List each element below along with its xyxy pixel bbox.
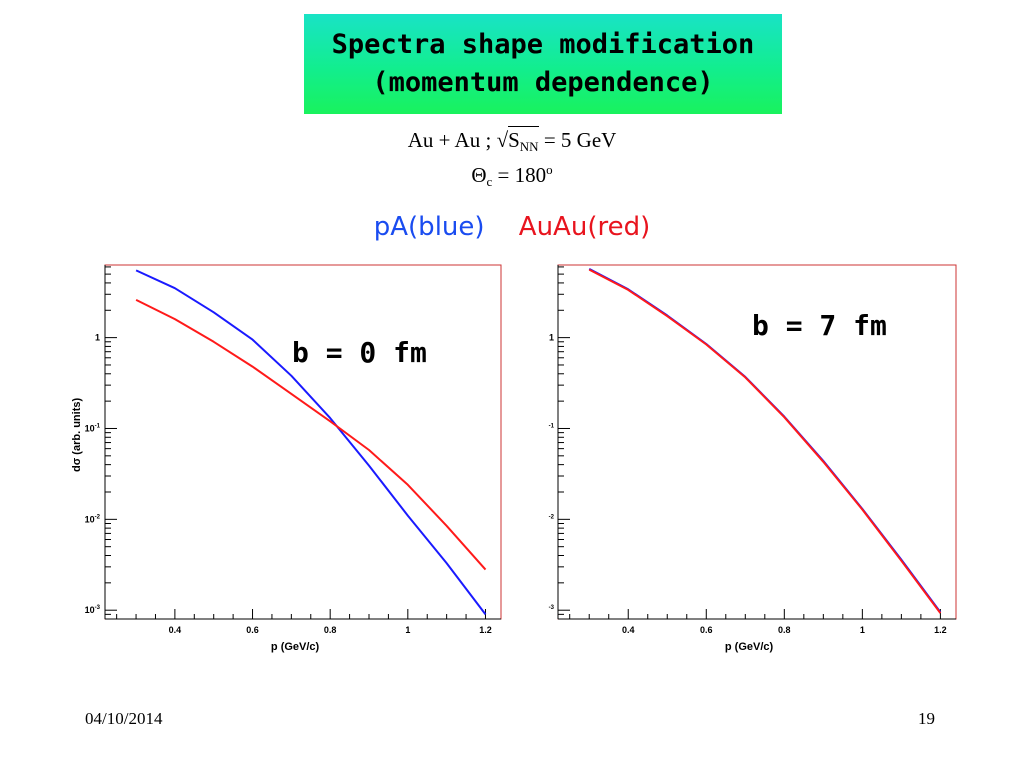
y-tick-label: 1 <box>549 333 554 343</box>
formula-separator: ; <box>485 128 492 152</box>
y-tick-label: 1 <box>95 333 100 343</box>
x-tick-label: 0.6 <box>246 625 259 635</box>
y-tick-label: 10-3 <box>85 605 101 615</box>
impact-parameter-label: b = 7 fm <box>752 309 887 342</box>
formula-sqrt-body: SNN <box>508 126 539 154</box>
formula-angle-superscript: o <box>546 162 553 177</box>
y-tick-label: -1 <box>549 423 555 429</box>
x-tick-label: 1 <box>405 625 410 635</box>
x-axis-label: p (GeV/c) <box>725 641 774 653</box>
formula-s: S <box>508 128 520 152</box>
series-line-auau <box>588 268 942 614</box>
x-tick-label: 0.8 <box>324 625 337 635</box>
formula-collision: Au + Au ; √SNN = 5 GeV <box>0 126 1024 155</box>
slide-title-line-1: Spectra shape modification <box>331 29 755 60</box>
series-line-auau <box>135 299 487 571</box>
slide-title-line-2: (momentum dependence) <box>372 67 714 98</box>
formula-au: Au <box>407 128 434 152</box>
x-tick-label: 0.4 <box>169 625 182 635</box>
plot-frame <box>104 264 502 620</box>
formula-angle-equals: = <box>497 163 510 187</box>
formula-energy: 5 GeV <box>560 128 617 152</box>
legend-auau: AuAu(red) <box>518 212 651 242</box>
x-tick-label: 0.8 <box>778 625 791 635</box>
formula-angle: Θc = 180o <box>0 162 1024 190</box>
chart-b7: 0.4 0.6 0.8 1 1.2 1 -1 -2 -3 p (GeV/c) b = 7 fm <box>549 264 957 653</box>
y-tick-label: 10-1 <box>85 423 101 433</box>
slide-title-box: Spectra shape modification (momentum dep… <box>304 14 782 114</box>
formula-plus: + <box>438 128 451 152</box>
x-tick-label: 1.2 <box>934 625 947 635</box>
series-line-pa <box>135 269 487 616</box>
x-axis-label: p (GeV/c) <box>271 641 320 653</box>
footer-date: 04/10/2014 <box>85 709 163 728</box>
impact-parameter-label: b = 0 fm <box>292 336 427 369</box>
formula-au-2: Au <box>454 128 481 152</box>
y-tick-label: 10-2 <box>85 514 101 524</box>
formula-theta-subscript: c <box>486 174 493 189</box>
formula-angle-value: 180 <box>514 163 547 187</box>
formula-theta: Θ <box>471 163 487 187</box>
formula-equals: = <box>543 128 556 152</box>
x-tick-label: 1 <box>860 625 865 635</box>
x-tick-label: 1.2 <box>479 625 492 635</box>
chart-b0: 0.4 0.6 0.8 1 1.2 1 10-1 10-2 10-3 p (GeV/c) dσ (a… <box>71 264 502 653</box>
y-tick-label: -2 <box>549 514 555 520</box>
series-legend: pA(blue) AuAu(red) <box>0 212 1024 242</box>
formula-s-subscript: NN <box>519 139 539 154</box>
x-tick-label: 0.6 <box>700 625 713 635</box>
x-tick-label: 0.4 <box>622 625 635 635</box>
formula-sqrt-sign: √ <box>496 128 509 152</box>
footer-page-number: 19 <box>918 709 935 728</box>
y-tick-label: -3 <box>549 605 555 611</box>
y-axis-label: dσ (arb. units) <box>71 398 83 472</box>
legend-pa: pA(blue) <box>373 212 485 242</box>
